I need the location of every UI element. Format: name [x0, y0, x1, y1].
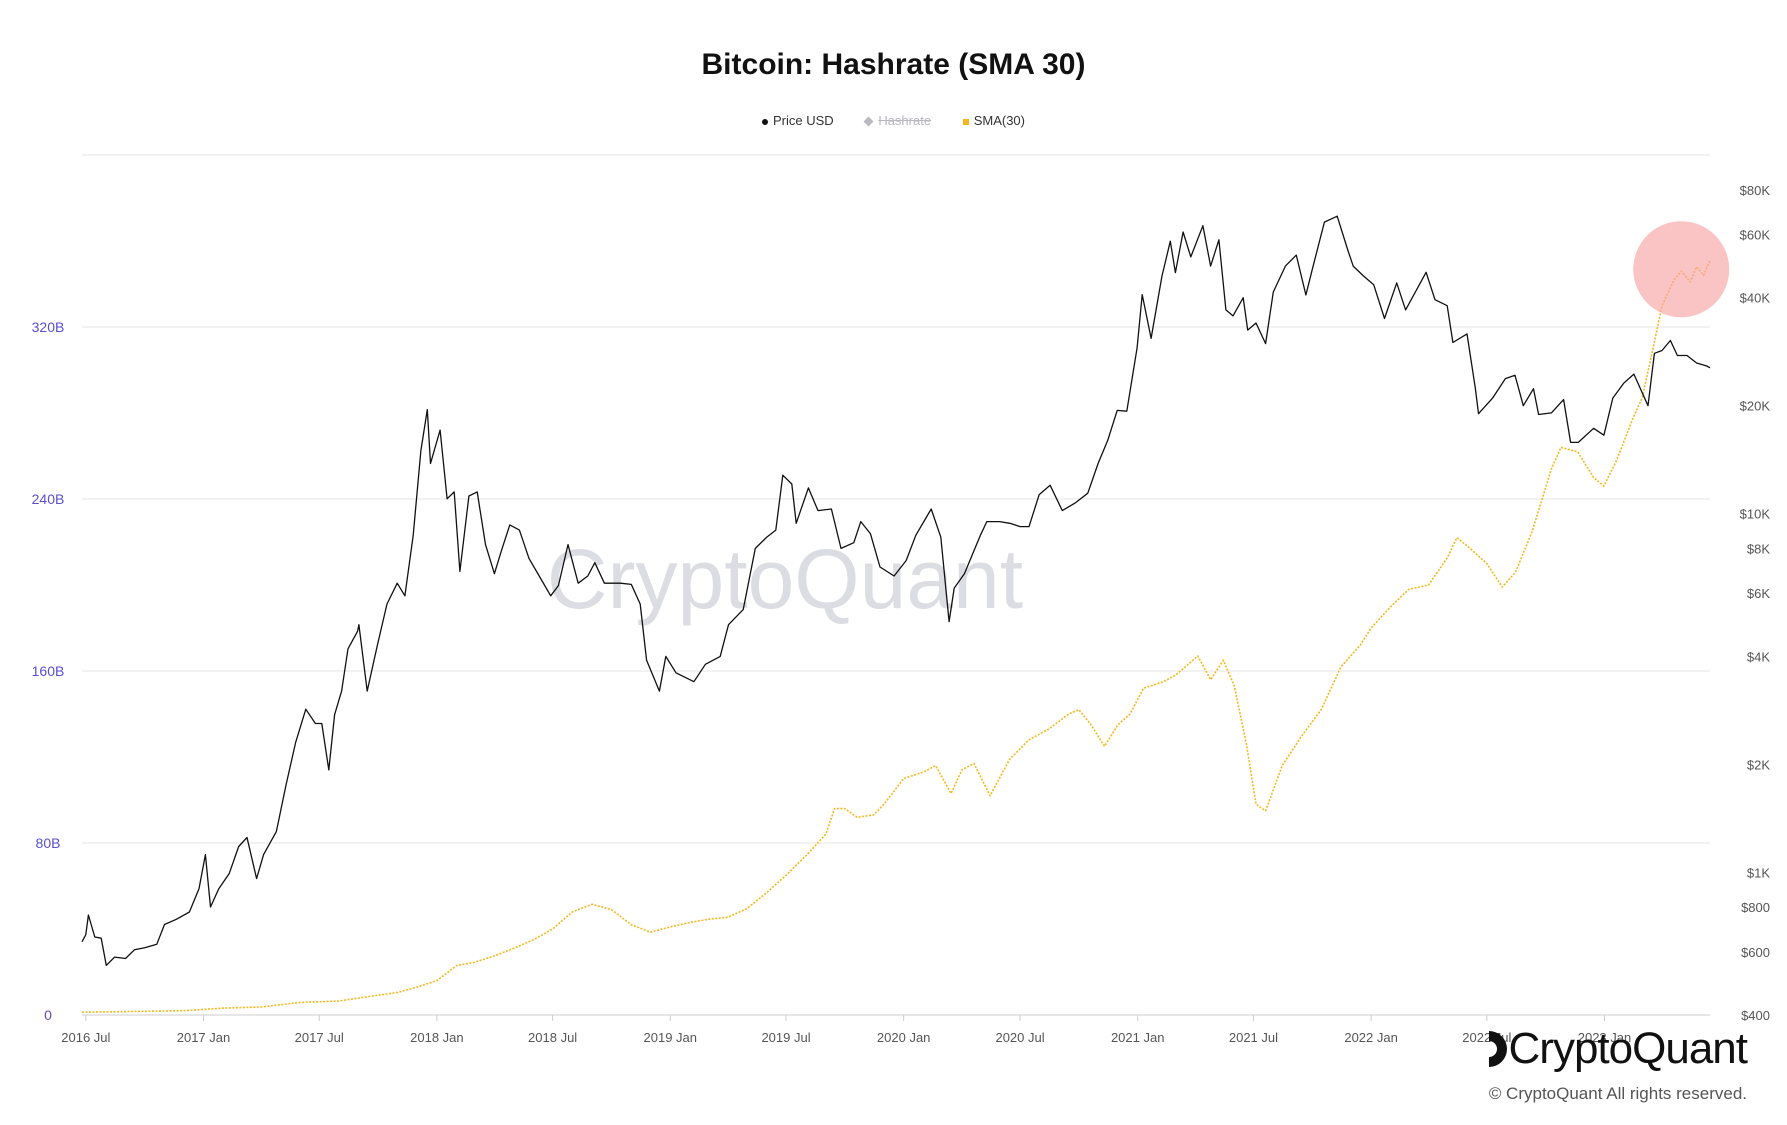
right-axis-tick-label: $60K: [1740, 228, 1771, 243]
x-axis-tick-label: 2020 Jan: [877, 1030, 931, 1045]
left-axis-tick-label: 240B: [32, 491, 65, 507]
legend-item-hashrate[interactable]: Hashrate: [863, 113, 932, 128]
right-axis-tick-label: $80K: [1740, 183, 1771, 198]
chart-title: Bitcoin: Hashrate (SMA 30): [701, 48, 1086, 81]
x-axis-tick-label: 2018 Jul: [528, 1030, 577, 1045]
x-axis-tick-label: 2019 Jul: [761, 1030, 810, 1045]
left-axis-tick-label: 320B: [32, 319, 65, 335]
x-axis-tick-label: 2020 Jul: [995, 1030, 1044, 1045]
left-axis-tick-label: 0: [44, 1007, 52, 1023]
x-axis: 2016 Jul 2017 Jan 2017 Jul 2018 Jan 2018 Jul…: [61, 1014, 1710, 1045]
right-axis-tick-label: $1K: [1747, 865, 1770, 880]
right-axis-tick-label: $8K: [1747, 541, 1770, 556]
legend-item-price[interactable]: Price USD: [762, 113, 834, 128]
legend-label-sma: SMA(30): [973, 113, 1025, 128]
x-axis-tick-label: 2016 Jul: [61, 1030, 110, 1045]
x-axis-tick-label: 2019 Jan: [644, 1030, 698, 1045]
right-axis-tick-label: $600: [1741, 945, 1770, 960]
cryptoquant-logo-icon: [1454, 1031, 1507, 1067]
right-axis-tick-label: $10K: [1740, 507, 1771, 522]
series-layer: [81, 215, 1711, 1013]
x-axis-tick-label: 2018 Jan: [410, 1030, 464, 1045]
left-axis-tick-label: 160B: [32, 663, 65, 679]
right-axis-tick-label: $800: [1741, 900, 1770, 915]
right-axis-tick-label: $40K: [1740, 291, 1771, 306]
right-axis-tick-label: $400: [1741, 1008, 1770, 1023]
right-axis-tick-label: $20K: [1740, 399, 1771, 414]
right-axis: $400 $600 $800 $1K $2K $4K $6K $8K $10K $20K $40K $…: [1740, 183, 1771, 1023]
legend-label-price: Price USD: [773, 113, 834, 128]
highlight-circle: [1633, 221, 1730, 318]
brand-logo: CryptoQuant: [1453, 1024, 1748, 1074]
legend-marker-sma: [962, 118, 969, 125]
right-axis-tick-label: $4K: [1747, 649, 1770, 664]
left-axis-tick-label: 80B: [36, 835, 61, 851]
x-axis-tick-label: 2017 Jul: [295, 1030, 344, 1045]
right-axis-tick-label: $6K: [1747, 586, 1770, 601]
chart-legend: Price USD Hashrate SMA(30): [0, 113, 1787, 128]
x-axis-tick-label: 2017 Jan: [177, 1030, 231, 1045]
x-axis-tick-label: 2021 Jul: [1229, 1030, 1278, 1045]
highlight-layer: [1633, 221, 1730, 318]
left-axis: 0 80B 160B 240B 320B: [32, 319, 65, 1023]
brand-copyright: © CryptoQuant All rights reserved.: [1488, 1084, 1747, 1103]
price-usd-series-line: [81, 215, 1711, 967]
legend-item-sma[interactable]: SMA(30): [962, 113, 1025, 128]
sma30-series-line: [81, 260, 1711, 1013]
watermark: CryptoQuant: [547, 532, 1023, 626]
legend-marker-price: [762, 118, 768, 125]
right-axis-tick-label: $2K: [1747, 757, 1770, 772]
brand-name: CryptoQuant: [1508, 1024, 1748, 1073]
x-axis-tick-label: 2023 Jan: [1578, 1030, 1632, 1045]
x-axis-tick-label: 2021 Jan: [1111, 1030, 1165, 1045]
legend-label-hashrate: Hashrate: [878, 113, 932, 128]
x-axis-tick-label: 2022 Jan: [1344, 1030, 1398, 1045]
